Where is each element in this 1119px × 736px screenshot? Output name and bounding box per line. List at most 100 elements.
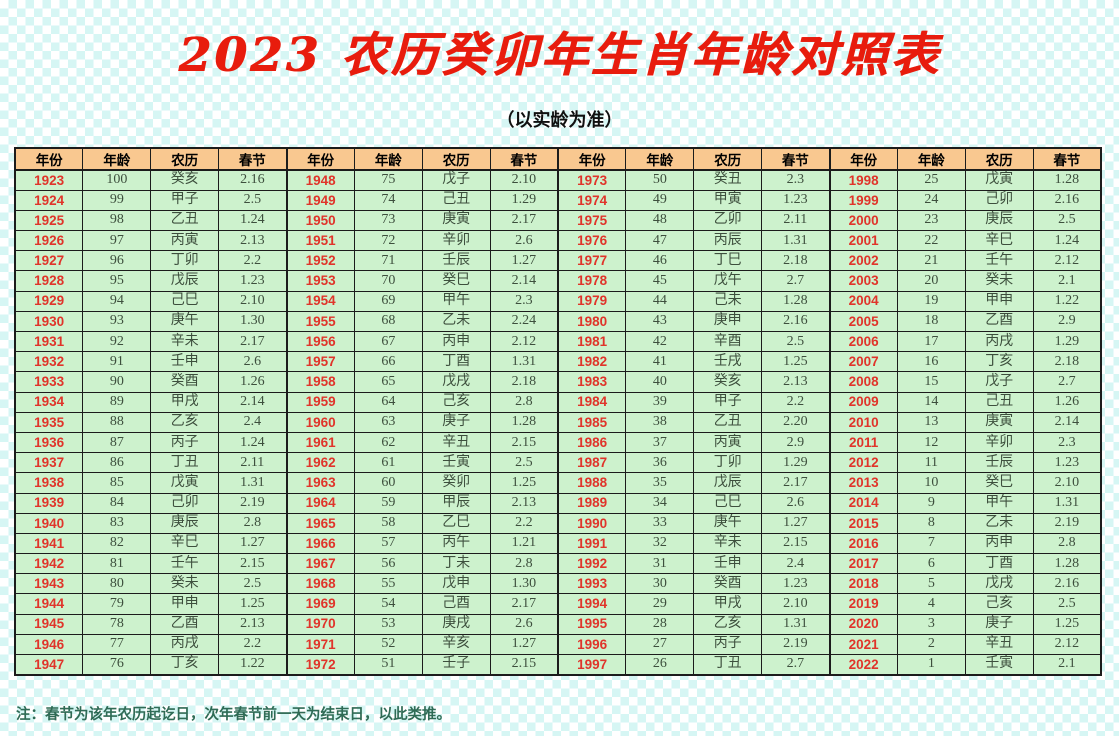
festival-cell: 1.31: [761, 613, 830, 635]
table-row: 1944 79 甲申 1.25 1969 54 己酉 2.17 1994 29 甲戌 2.10 2019…: [14, 593, 1102, 615]
festival-cell: 2.3: [489, 290, 559, 312]
year-cell: 1953: [285, 270, 355, 292]
age-cell: 50: [625, 169, 695, 191]
age-cell: 25: [896, 169, 966, 191]
festival-cell: 1.23: [761, 189, 830, 211]
lunar-cell: 癸丑: [693, 169, 763, 191]
age-cell: 31: [625, 553, 695, 575]
age-cell: 10: [896, 472, 966, 494]
year-cell: 1970: [285, 613, 355, 635]
festival-cell: 2.6: [218, 351, 287, 373]
table-row: 1931 92 辛未 2.17 1956 67 丙申 2.12 1981 42 辛酉 2.5 2006 1…: [14, 330, 1102, 353]
year-cell: 1932: [14, 351, 84, 373]
festival-cell: 2.2: [218, 250, 287, 272]
year-cell: 1977: [557, 250, 627, 272]
page-title: 2023 农历癸卯年生肖年龄对照表: [178, 28, 941, 83]
table-row: 1941 82 辛巳 1.27 1966 57 丙午 1.21 1991 32 辛未 2.15 2016…: [14, 532, 1102, 555]
lunar-cell: 戊寅: [150, 472, 220, 494]
lunar-cell: 庚子: [421, 411, 491, 433]
age-cell: 38: [625, 411, 695, 433]
festival-cell: 2.12: [1032, 633, 1102, 656]
lunar-cell: 己丑: [421, 189, 491, 211]
age-cell: 74: [353, 189, 423, 211]
year-cell: 2021: [828, 633, 898, 656]
year-cell: 1944: [14, 593, 84, 615]
lunar-cell: 辛巳: [150, 532, 220, 555]
age-cell: 85: [82, 472, 152, 494]
age-cell: 89: [82, 391, 152, 413]
year-cell: 2010: [828, 411, 898, 433]
festival-cell: 2.5: [218, 573, 287, 595]
lunar-cell: 乙酉: [964, 310, 1034, 333]
year-cell: 1954: [285, 290, 355, 312]
year-cell: 1948: [285, 169, 355, 191]
lunar-cell: 癸未: [150, 573, 220, 595]
year-cell: 1975: [557, 209, 627, 232]
lunar-cell: 庚戌: [421, 613, 491, 635]
year-cell: 1972: [285, 653, 355, 676]
festival-cell: 2.14: [489, 270, 559, 292]
year-cell: 2022: [828, 653, 898, 676]
festival-cell: 1.25: [1032, 613, 1102, 635]
year-cell: 1929: [14, 290, 84, 312]
lunar-cell: 庚辰: [964, 209, 1034, 232]
festival-cell: 2.8: [489, 553, 559, 575]
lunar-cell: 甲申: [964, 290, 1034, 312]
year-cell: 1951: [285, 230, 355, 252]
age-cell: 49: [625, 189, 695, 211]
festival-cell: 1.25: [489, 472, 559, 494]
year-cell: 1980: [557, 310, 627, 333]
lunar-cell: 戊戌: [421, 371, 491, 393]
age-cell: 40: [625, 371, 695, 393]
lunar-cell: 己巳: [693, 492, 763, 514]
year-cell: 2000: [828, 209, 898, 232]
age-cell: 94: [82, 290, 152, 312]
lunar-cell: 丙申: [421, 330, 491, 353]
festival-cell: 2.7: [1032, 371, 1102, 393]
year-cell: 1965: [285, 512, 355, 534]
lunar-cell: 丁巳: [693, 250, 763, 272]
festival-cell: 2.10: [218, 290, 287, 312]
festival-cell: 2.18: [761, 250, 830, 272]
column-header-festival: 春节: [1032, 147, 1102, 171]
lunar-cell: 戊午: [693, 270, 763, 292]
year-cell: 1981: [557, 330, 627, 353]
age-cell: 35: [625, 472, 695, 494]
age-cell: 22: [896, 230, 966, 252]
table-row: 1946 77 丙戌 2.2 1971 52 辛亥 1.27 1996 27 丙子 2.19 2021 2…: [14, 633, 1102, 656]
lunar-cell: 丁丑: [150, 452, 220, 474]
year-cell: 1995: [557, 613, 627, 635]
festival-cell: 1.31: [489, 351, 559, 373]
year-cell: 1933: [14, 371, 84, 393]
table-row: 1926 97 丙寅 2.13 1951 72 辛卯 2.6 1976 47 丙辰 1.31 2001 2…: [14, 230, 1102, 252]
age-cell: 61: [353, 452, 423, 474]
age-cell: 56: [353, 553, 423, 575]
year-cell: 1964: [285, 492, 355, 514]
year-cell: 1926: [14, 230, 84, 252]
lunar-cell: 壬辰: [421, 250, 491, 272]
lunar-cell: 己丑: [964, 391, 1034, 413]
festival-cell: 2.17: [489, 209, 559, 232]
festival-cell: 2.17: [761, 472, 830, 494]
year-cell: 2002: [828, 250, 898, 272]
lunar-cell: 丁丑: [693, 653, 763, 676]
festival-cell: 2.10: [1032, 472, 1102, 494]
lunar-cell: 甲寅: [693, 189, 763, 211]
festival-cell: 2.5: [218, 189, 287, 211]
festival-cell: 1.28: [1032, 169, 1102, 191]
year-cell: 2003: [828, 270, 898, 292]
age-cell: 63: [353, 411, 423, 433]
age-cell: 75: [353, 169, 423, 191]
festival-cell: 2.13: [761, 371, 830, 393]
festival-cell: 1.31: [761, 230, 830, 252]
year-cell: 1941: [14, 532, 84, 555]
festival-cell: 2.13: [489, 492, 559, 514]
column-header-year: 年份: [828, 147, 898, 171]
year-cell: 2004: [828, 290, 898, 312]
year-cell: 1990: [557, 512, 627, 534]
lunar-cell: 壬午: [964, 250, 1034, 272]
age-cell: 68: [353, 310, 423, 333]
year-cell: 2005: [828, 310, 898, 333]
year-cell: 1956: [285, 330, 355, 353]
year-cell: 1968: [285, 573, 355, 595]
